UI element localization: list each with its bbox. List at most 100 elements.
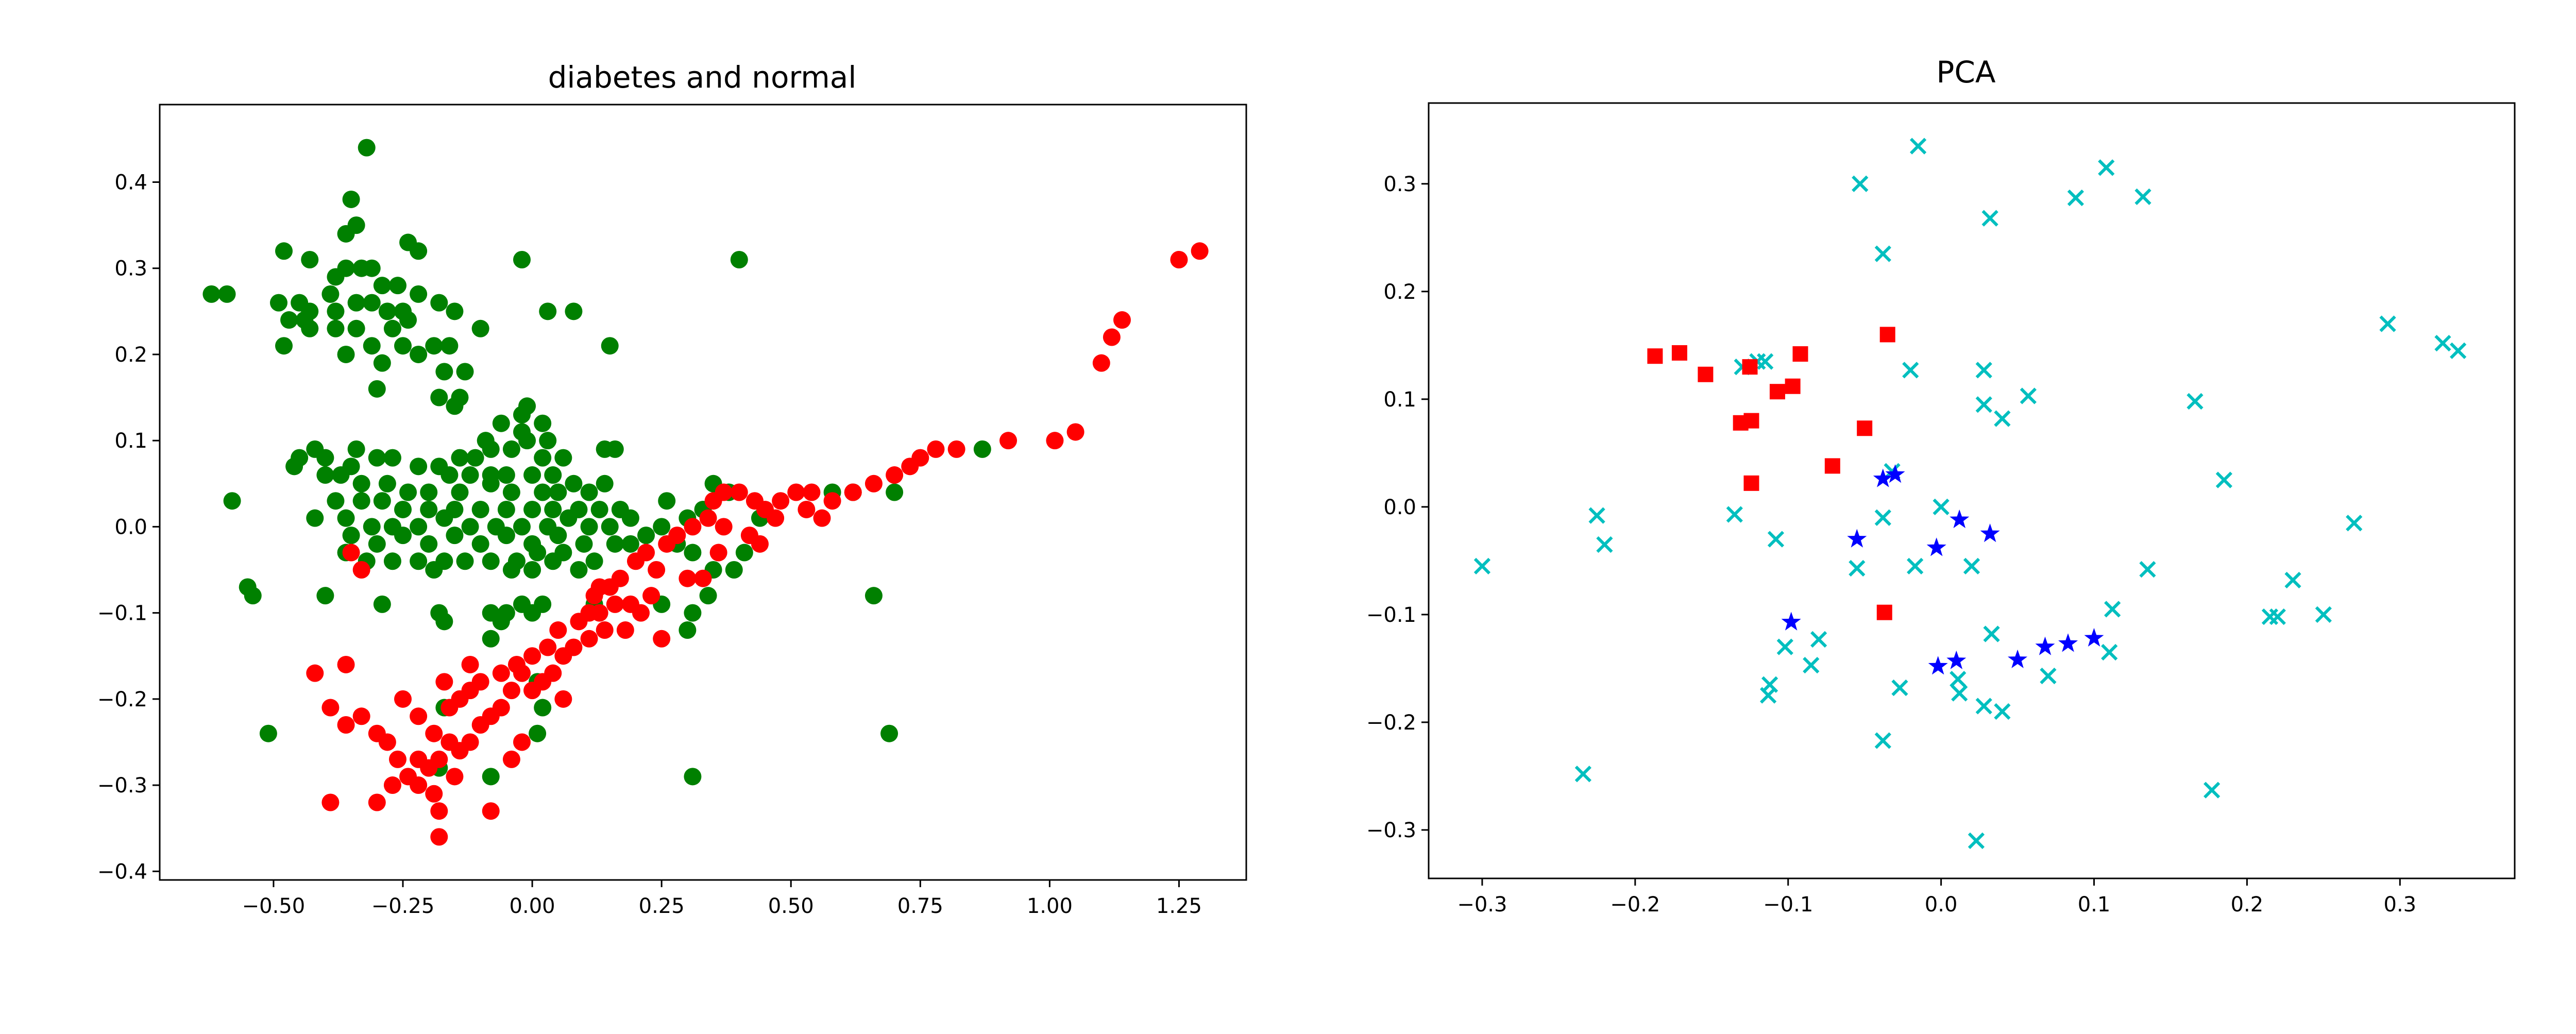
data-point (1874, 509, 1891, 526)
data-point (735, 544, 753, 562)
data-point (1951, 685, 1968, 702)
y-tick-label: −0.1 (97, 602, 147, 625)
data-point (513, 595, 531, 613)
data-point (2187, 393, 2204, 410)
data-point (823, 492, 841, 510)
data-point (1759, 687, 1777, 704)
data-point (446, 527, 464, 545)
y-tick-label: 0.2 (114, 343, 147, 367)
data-point (425, 337, 443, 355)
data-point (1975, 396, 1992, 413)
data-point (1103, 328, 1121, 346)
data-point (2315, 606, 2332, 623)
data-point (435, 509, 453, 527)
y-tick-label: 0.4 (114, 171, 147, 195)
data-point (430, 294, 448, 312)
data-point (347, 319, 365, 337)
data-point (601, 337, 619, 355)
data-point (373, 354, 391, 372)
data-point (1926, 537, 1946, 556)
data-point (394, 527, 412, 545)
data-point (1742, 359, 1758, 375)
data-point (1781, 612, 1801, 631)
data-point (337, 509, 355, 527)
data-point (306, 509, 324, 527)
data-point (410, 552, 428, 570)
data-point (927, 440, 945, 458)
y-axis: 0.4 0.3 0.2 0.1 0.0 −0.1 −0.2 −0.3 −0.4 (97, 171, 160, 884)
data-point (606, 595, 624, 613)
plot-frame (1428, 102, 2516, 879)
x-tick-label: 0.25 (639, 894, 685, 918)
data-point (1803, 657, 1820, 674)
data-point (1857, 420, 1873, 436)
data-point (1891, 679, 1908, 697)
data-point (544, 500, 562, 518)
data-point (2084, 628, 2104, 647)
data-point (471, 673, 489, 691)
data-point (363, 294, 381, 312)
data-point (745, 492, 764, 510)
data-point (1698, 366, 1714, 382)
data-point (1767, 531, 1785, 548)
data-point (1907, 557, 1924, 574)
data-point (368, 793, 386, 811)
data-point (1909, 138, 1927, 155)
data-point (456, 552, 474, 570)
data-point (373, 595, 391, 613)
y-tick-label: 0.1 (114, 429, 147, 453)
data-point (658, 535, 676, 553)
data-point (767, 509, 785, 527)
data-point (347, 216, 365, 234)
data-point (202, 285, 221, 303)
data-point (1191, 242, 1209, 260)
data-point (383, 449, 401, 467)
data-point (337, 716, 355, 734)
data-point (534, 483, 552, 501)
data-point (218, 285, 236, 303)
data-point (368, 449, 386, 467)
data-point (482, 440, 500, 458)
x-tick-label: −0.3 (1457, 893, 1507, 917)
y-tick-label: 0.2 (1383, 280, 1416, 304)
data-point (1994, 703, 2011, 720)
data-point (352, 492, 370, 510)
x-tick-label: 0.3 (2384, 893, 2417, 917)
data-point (378, 302, 396, 320)
data-point (373, 277, 391, 295)
data-point (2134, 188, 2151, 205)
data-point (565, 474, 583, 493)
chart-title: PCA (1936, 55, 1995, 90)
data-point (699, 509, 717, 527)
data-point (420, 500, 438, 518)
data-point (534, 449, 552, 467)
data-point (399, 768, 417, 786)
data-point (637, 527, 655, 545)
data-point (342, 544, 360, 562)
y-tick-label: −0.3 (1366, 819, 1416, 842)
data-point (1902, 362, 1919, 379)
data-point (280, 311, 298, 329)
data-point (787, 483, 805, 501)
data-point (410, 242, 428, 260)
data-point (1113, 311, 1131, 329)
data-point (497, 527, 515, 545)
data-point (1981, 210, 1998, 227)
data-point (642, 587, 660, 605)
data-point (440, 466, 459, 484)
data-point (585, 552, 603, 570)
data-point (1849, 560, 1866, 577)
data-point (2104, 601, 2121, 618)
data-point (425, 561, 443, 579)
data-point (410, 457, 428, 476)
data-point (1874, 245, 1891, 262)
data-point (679, 569, 697, 587)
x-tick-label: 0.50 (768, 894, 814, 918)
data-point (316, 449, 334, 467)
data-point (347, 440, 365, 458)
x-axis: −0.3 −0.2 −0.1 0.0 0.1 0.2 0.3 (1457, 878, 2416, 917)
data-point (1975, 698, 1992, 715)
data-point (425, 724, 443, 742)
data-point (560, 509, 578, 527)
data-point (539, 432, 557, 450)
